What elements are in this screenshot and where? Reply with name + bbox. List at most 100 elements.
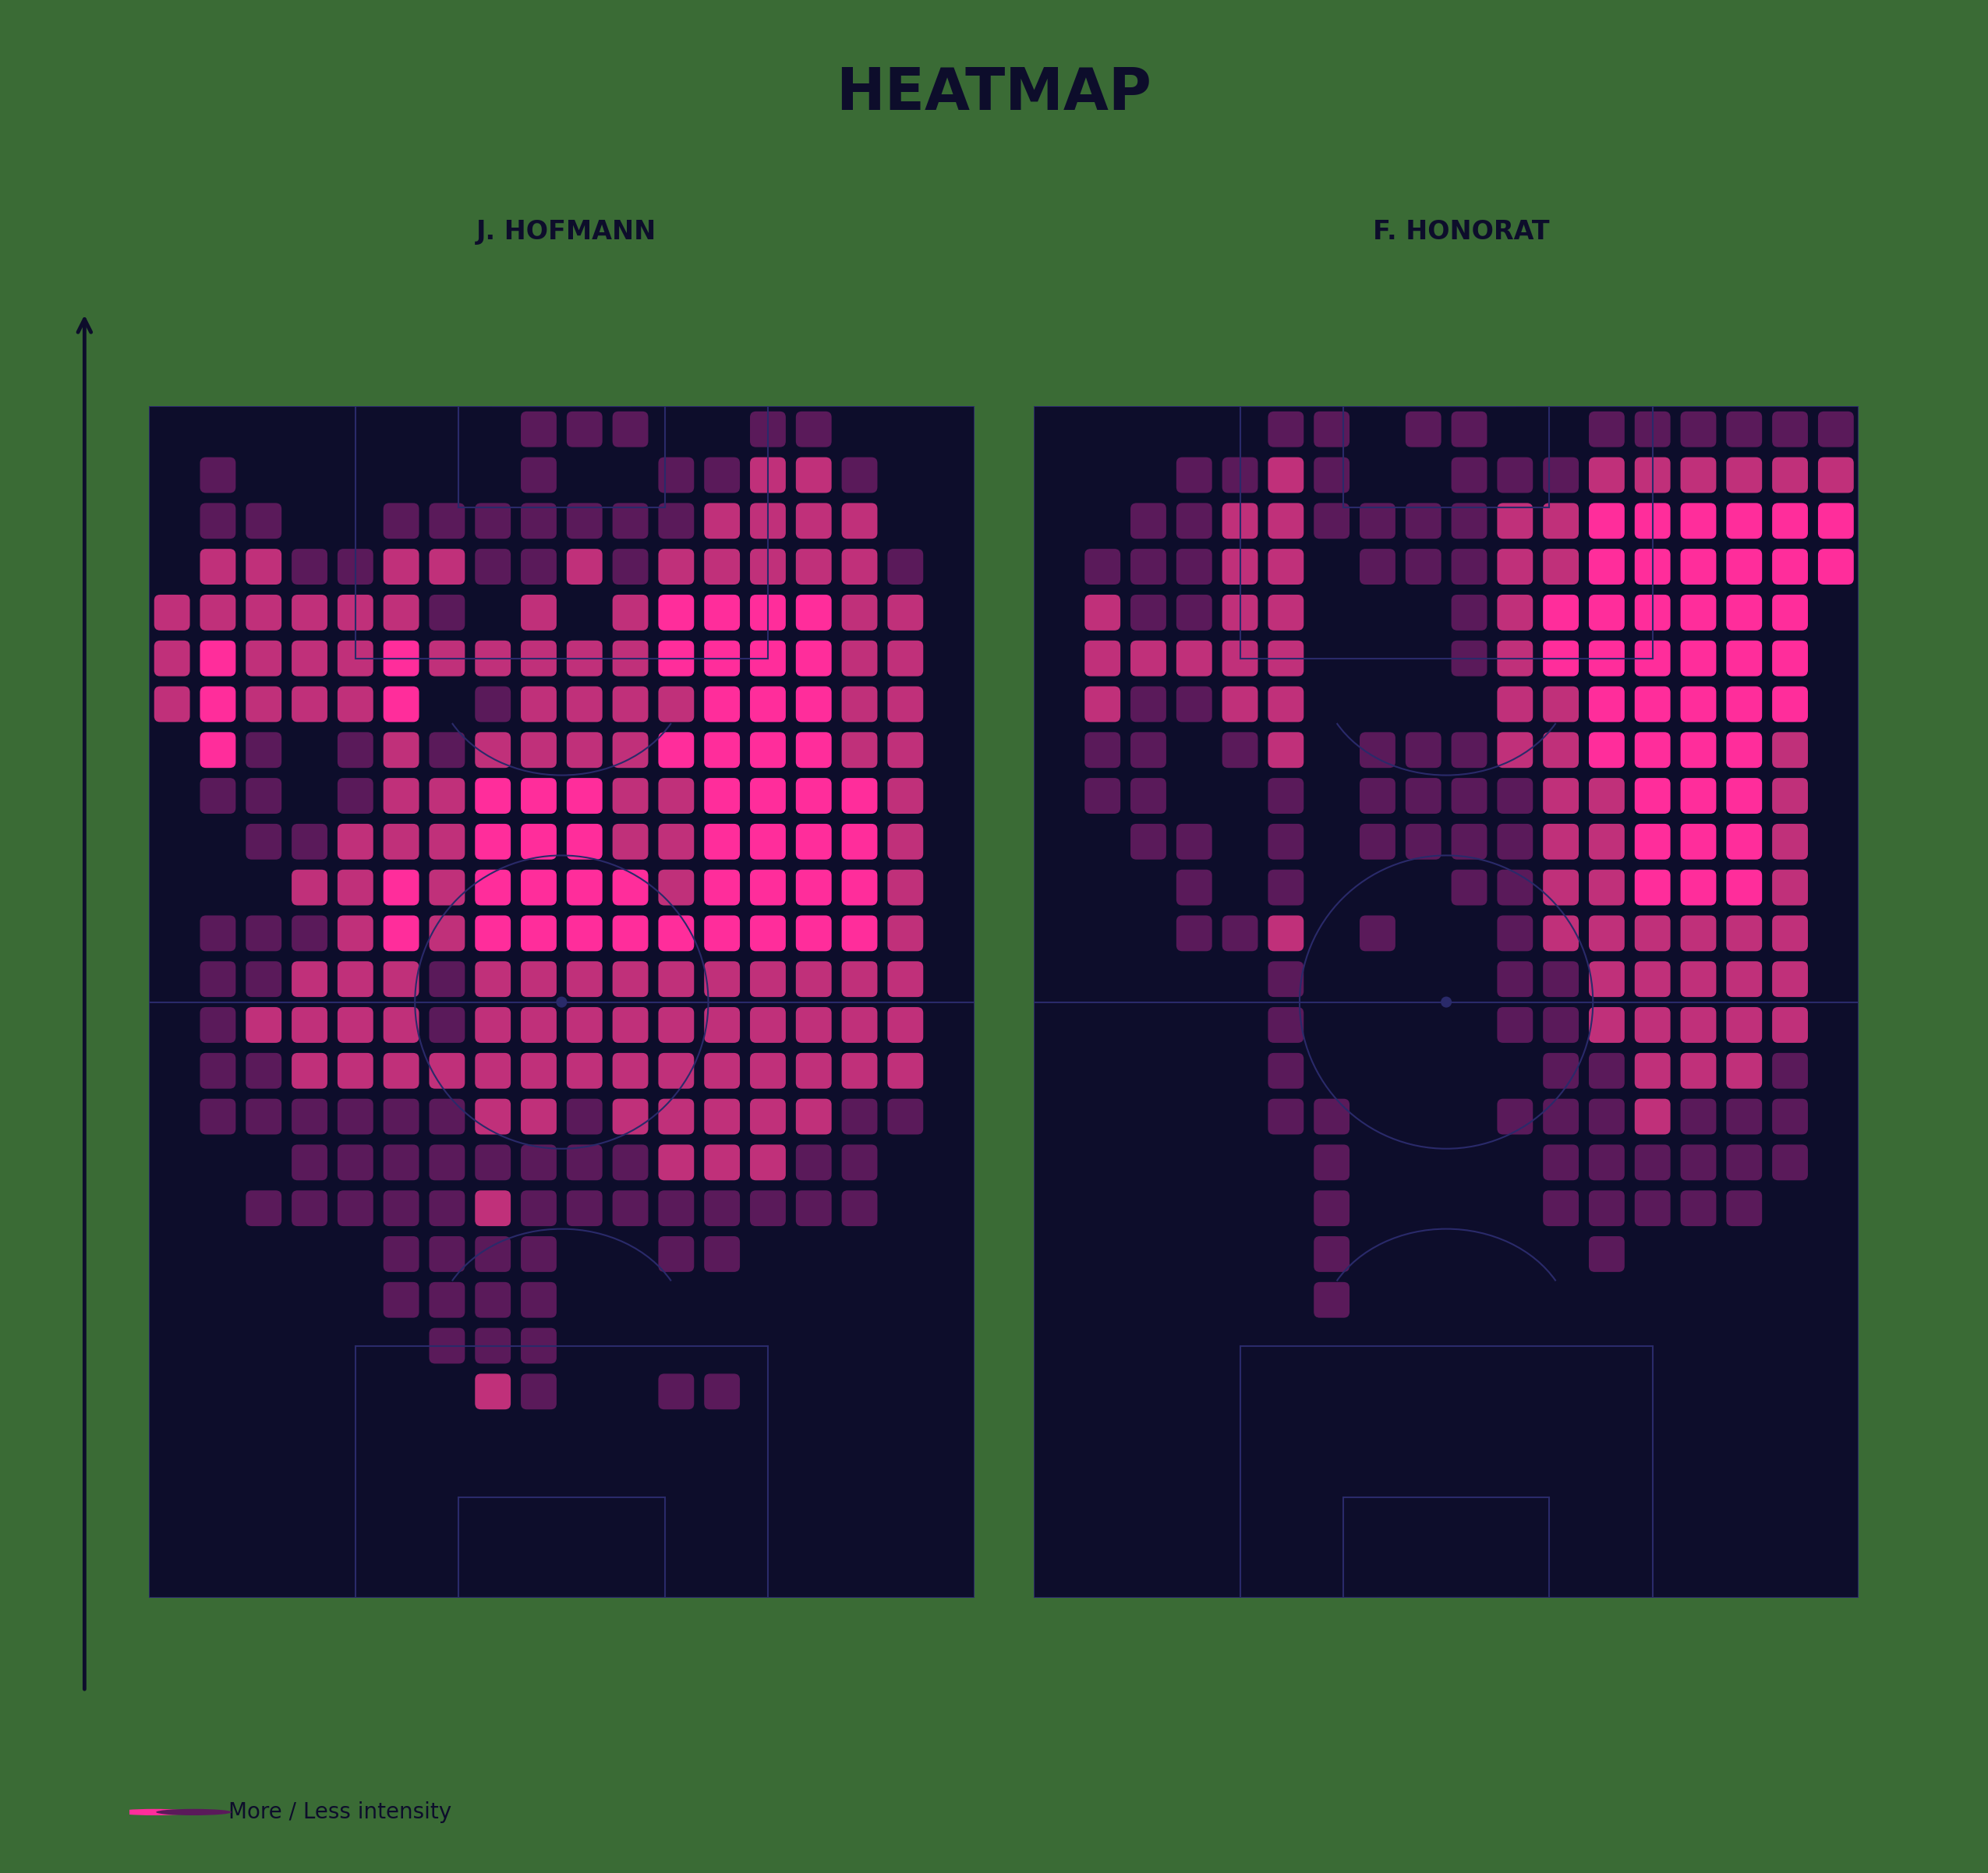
FancyBboxPatch shape [749,594,785,631]
FancyBboxPatch shape [1451,549,1487,584]
FancyBboxPatch shape [1177,916,1213,951]
FancyBboxPatch shape [1543,1053,1578,1088]
FancyBboxPatch shape [475,1191,511,1227]
FancyBboxPatch shape [704,641,740,676]
FancyBboxPatch shape [567,1099,602,1135]
FancyBboxPatch shape [612,549,648,584]
FancyBboxPatch shape [247,549,282,584]
FancyBboxPatch shape [429,1281,465,1319]
FancyBboxPatch shape [1360,824,1396,860]
FancyBboxPatch shape [612,641,648,676]
FancyBboxPatch shape [475,1144,511,1180]
FancyBboxPatch shape [521,777,557,813]
FancyBboxPatch shape [1634,686,1670,723]
FancyBboxPatch shape [612,1144,648,1180]
FancyBboxPatch shape [1634,504,1670,539]
FancyBboxPatch shape [1451,869,1487,905]
FancyBboxPatch shape [795,412,831,448]
Text: J. HOFMANN: J. HOFMANN [477,219,656,245]
FancyBboxPatch shape [521,594,557,631]
FancyBboxPatch shape [247,594,282,631]
FancyBboxPatch shape [841,1053,877,1088]
FancyBboxPatch shape [1268,1099,1304,1135]
FancyBboxPatch shape [795,504,831,539]
FancyBboxPatch shape [749,732,785,768]
FancyBboxPatch shape [704,1053,740,1088]
Bar [1378,365,1515,406]
FancyBboxPatch shape [612,1053,648,1088]
FancyBboxPatch shape [521,1099,557,1135]
FancyBboxPatch shape [1451,824,1487,860]
FancyBboxPatch shape [1634,1144,1670,1180]
FancyBboxPatch shape [292,961,328,996]
FancyBboxPatch shape [749,1144,785,1180]
FancyBboxPatch shape [1588,869,1624,905]
FancyBboxPatch shape [384,777,419,813]
FancyBboxPatch shape [1726,504,1761,539]
FancyBboxPatch shape [1588,412,1624,448]
Circle shape [155,1809,231,1815]
FancyBboxPatch shape [1543,1008,1578,1043]
FancyBboxPatch shape [247,1053,282,1088]
FancyBboxPatch shape [567,1144,602,1180]
FancyBboxPatch shape [292,641,328,676]
FancyBboxPatch shape [384,1008,419,1043]
FancyBboxPatch shape [475,641,511,676]
FancyBboxPatch shape [292,824,328,860]
FancyBboxPatch shape [1588,1236,1624,1272]
FancyBboxPatch shape [475,1328,511,1364]
FancyBboxPatch shape [521,1144,557,1180]
FancyBboxPatch shape [1360,916,1396,951]
FancyBboxPatch shape [887,641,922,676]
FancyBboxPatch shape [338,1099,374,1135]
FancyBboxPatch shape [1680,824,1716,860]
FancyBboxPatch shape [567,961,602,996]
FancyBboxPatch shape [475,777,511,813]
FancyBboxPatch shape [704,1099,740,1135]
FancyBboxPatch shape [429,1191,465,1227]
FancyBboxPatch shape [247,961,282,996]
FancyBboxPatch shape [1634,1053,1670,1088]
FancyBboxPatch shape [841,1099,877,1135]
FancyBboxPatch shape [1543,777,1578,813]
FancyBboxPatch shape [887,824,922,860]
FancyBboxPatch shape [338,686,374,723]
FancyBboxPatch shape [1360,732,1396,768]
FancyBboxPatch shape [887,686,922,723]
FancyBboxPatch shape [475,1008,511,1043]
FancyBboxPatch shape [247,732,282,768]
FancyBboxPatch shape [1360,777,1396,813]
FancyBboxPatch shape [658,686,694,723]
FancyBboxPatch shape [1588,641,1624,676]
FancyBboxPatch shape [567,1191,602,1227]
FancyBboxPatch shape [1726,1191,1761,1227]
FancyBboxPatch shape [795,777,831,813]
FancyBboxPatch shape [658,1144,694,1180]
FancyBboxPatch shape [1771,641,1807,676]
FancyBboxPatch shape [567,1008,602,1043]
FancyBboxPatch shape [841,961,877,996]
FancyBboxPatch shape [887,916,922,951]
FancyBboxPatch shape [338,1008,374,1043]
FancyBboxPatch shape [1085,594,1121,631]
FancyBboxPatch shape [338,732,374,768]
FancyBboxPatch shape [521,1191,557,1227]
FancyBboxPatch shape [1817,504,1853,539]
FancyBboxPatch shape [1680,1099,1716,1135]
FancyBboxPatch shape [1771,961,1807,996]
FancyBboxPatch shape [1131,686,1167,723]
FancyBboxPatch shape [1451,777,1487,813]
FancyBboxPatch shape [1223,549,1258,584]
FancyBboxPatch shape [1177,504,1213,539]
FancyBboxPatch shape [201,641,237,676]
FancyBboxPatch shape [1543,549,1578,584]
FancyBboxPatch shape [1680,1191,1716,1227]
FancyBboxPatch shape [1726,824,1761,860]
FancyBboxPatch shape [749,686,785,723]
FancyBboxPatch shape [475,504,511,539]
FancyBboxPatch shape [1268,961,1304,996]
FancyBboxPatch shape [1680,961,1716,996]
FancyBboxPatch shape [1588,1053,1624,1088]
FancyBboxPatch shape [429,1099,465,1135]
FancyBboxPatch shape [612,732,648,768]
